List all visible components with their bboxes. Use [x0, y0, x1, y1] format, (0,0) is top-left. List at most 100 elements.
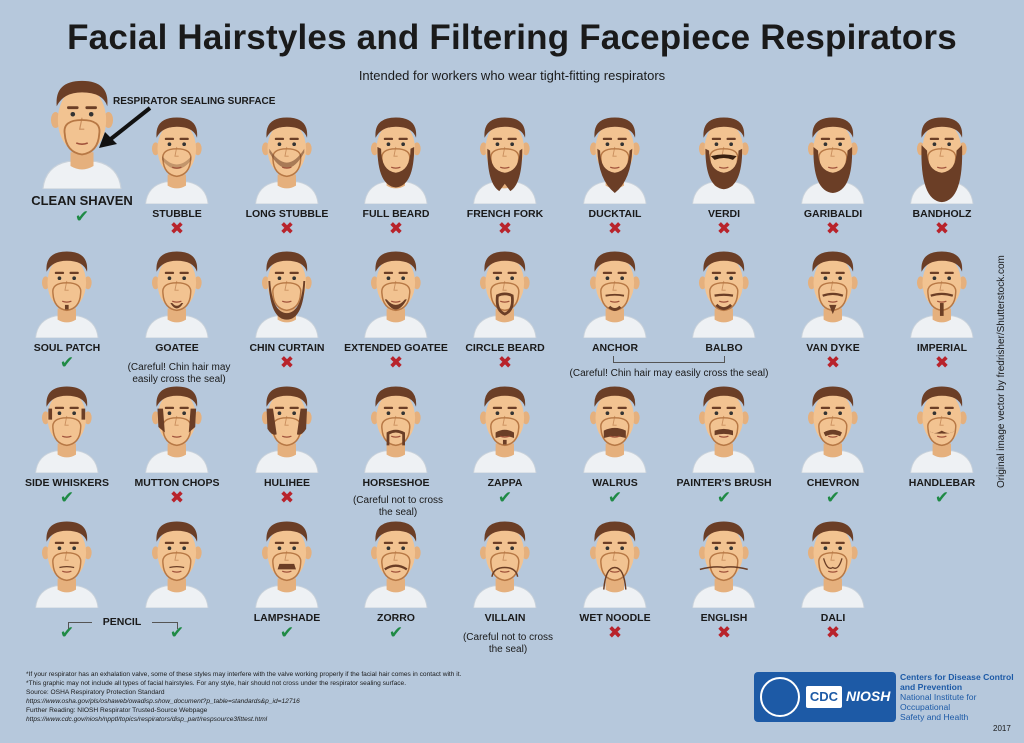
cross-icon: ✖	[279, 488, 295, 507]
cross-icon: ✖	[497, 219, 513, 238]
horseshoe-note: (Careful not to cross the seal)	[352, 495, 444, 518]
face-illustration-icon	[692, 386, 756, 473]
hairstyle-label: HORSESHOE	[362, 477, 430, 489]
cross-icon: ✖	[169, 219, 185, 238]
agency-line-1: Centers for Disease Control	[900, 672, 1014, 682]
hairstyle-pencil-2: ✔	[122, 516, 232, 642]
page-title: Facial Hairstyles and Filtering Facepiec…	[67, 18, 957, 57]
face-illustration-icon	[692, 117, 756, 204]
agency-name: Centers for Disease Control and Preventi…	[900, 672, 1020, 722]
footnote-niosh-link[interactable]: https://www.cdc.gov/niosh/npptl/topics/r…	[26, 716, 268, 723]
hairstyle-label: ANCHOR	[591, 342, 639, 354]
face-illustration-icon	[473, 251, 537, 338]
face-illustration-icon	[145, 117, 209, 204]
face-illustration-icon	[473, 117, 537, 204]
face-illustration-icon	[364, 521, 428, 608]
niosh-logo: NIOSH	[846, 688, 891, 704]
cross-icon: ✖	[825, 219, 841, 238]
hairstyle-label: ENGLISH	[700, 612, 748, 624]
face-illustration-icon	[35, 386, 99, 473]
cross-icon: ✖	[934, 219, 950, 238]
footnote-scope: *This graphic may not include all types …	[26, 680, 407, 687]
hairstyle-label: IMPERIAL	[916, 342, 968, 354]
check-icon: ✔	[388, 623, 404, 642]
face-illustration-icon	[255, 386, 319, 473]
hairstyle-hulihee: HULIHEE ✖	[232, 381, 342, 507]
hairstyle-french-fork: FRENCH FORK ✖	[450, 112, 560, 238]
hairstyle-side-whiskers: SIDE WHISKERS ✔	[12, 381, 122, 507]
hairstyle-dali: DALI ✖	[778, 516, 888, 642]
check-icon: ✔	[607, 488, 623, 507]
hairstyle-walrus: WALRUS ✔	[560, 381, 670, 507]
hairstyle-label: CLEAN SHAVEN	[31, 193, 133, 208]
anchor-balbo-bracket	[613, 356, 725, 363]
hairstyle-label: CHIN CURTAIN	[249, 342, 325, 354]
face-illustration-icon	[801, 251, 865, 338]
face-illustration-icon	[473, 386, 537, 473]
hairstyle-label: DUCKTAIL	[588, 208, 642, 220]
hairstyle-label: VAN DYKE	[806, 342, 860, 354]
face-illustration-icon	[583, 521, 647, 608]
hairstyle-label: EXTENDED GOATEE	[344, 342, 448, 354]
cdc-logo: CDC	[806, 686, 842, 708]
check-icon: ✔	[497, 488, 513, 507]
cross-icon: ✖	[607, 623, 623, 642]
hairstyle-handlebar: HANDLEBAR ✔	[887, 381, 997, 507]
hairstyle-clean-shaven: CLEAN SHAVEN ✔	[22, 74, 142, 226]
hairstyle-painter-s-brush: PAINTER'S BRUSH ✔	[669, 381, 779, 507]
face-illustration-icon	[801, 386, 865, 473]
face-illustration-icon	[255, 251, 319, 338]
hairstyle-stubble: STUBBLE ✖	[122, 112, 232, 238]
hairstyle-label: HULIHEE	[263, 477, 311, 489]
hairstyle-villain: VILLAIN	[450, 516, 560, 624]
hairstyle-label: SOUL PATCH	[33, 342, 101, 354]
face-illustration-icon	[583, 251, 647, 338]
hairstyle-long-stubble: LONG STUBBLE ✖	[232, 112, 342, 238]
hairstyle-label: DALI	[820, 612, 846, 624]
hairstyle-garibaldi: GARIBALDI ✖	[778, 112, 888, 238]
hairstyle-label: VILLAIN	[484, 612, 526, 624]
year: 2017	[993, 724, 1011, 733]
hairstyle-zappa: ZAPPA ✔	[450, 381, 560, 507]
cross-icon: ✖	[388, 219, 404, 238]
agency-line-2: and Prevention	[900, 682, 963, 692]
check-icon: ✔	[59, 623, 75, 642]
cross-icon: ✖	[716, 219, 732, 238]
cdc-niosh-logo: CDC NIOSH	[754, 672, 896, 722]
cross-icon: ✖	[169, 488, 185, 507]
hairstyle-label: WET NOODLE	[579, 612, 651, 624]
hairstyle-chin-curtain: CHIN CURTAIN ✖	[232, 246, 342, 372]
villain-note: (Careful not to cross the seal)	[462, 632, 554, 655]
goatee-note: (Careful! Chin hair may easily cross the…	[127, 362, 231, 385]
face-illustration-icon	[364, 386, 428, 473]
face-illustration-icon	[42, 80, 122, 189]
check-icon: ✔	[59, 488, 75, 507]
footnote-osha-link[interactable]: https://www.osha.gov/pls/oshaweb/owadisp…	[26, 698, 300, 705]
face-illustration-icon	[692, 251, 756, 338]
hairstyle-imperial: IMPERIAL ✖	[887, 246, 997, 372]
face-illustration-icon	[910, 251, 974, 338]
face-illustration-icon	[910, 117, 974, 204]
agency-line-4: Safety and Health	[900, 712, 969, 722]
cross-icon: ✖	[497, 353, 513, 372]
face-illustration-icon	[145, 251, 209, 338]
hairstyle-label: CHEVRON	[806, 477, 860, 489]
seal-label: RESPIRATOR SEALING SURFACE	[113, 96, 276, 107]
face-illustration-icon	[583, 117, 647, 204]
check-icon: ✔	[716, 488, 732, 507]
face-illustration-icon	[255, 521, 319, 608]
cross-icon: ✖	[825, 623, 841, 642]
hhs-seal-icon	[760, 677, 800, 717]
hairstyle-label: SIDE WHISKERS	[24, 477, 109, 489]
hairstyle-van-dyke: VAN DYKE ✖	[778, 246, 888, 372]
cross-icon: ✖	[716, 623, 732, 642]
hairstyle-label: ZORRO	[377, 612, 415, 624]
face-illustration-icon	[145, 386, 209, 473]
image-credit: Original image vector by fredrisher/Shut…	[996, 255, 1007, 488]
hairstyle-mutton-chops: MUTTON CHOPS ✖	[122, 381, 232, 507]
hairstyle-full-beard: FULL BEARD ✖	[341, 112, 451, 238]
hairstyle-ducktail: DUCKTAIL ✖	[560, 112, 670, 238]
check-icon: ✔	[279, 623, 295, 642]
face-illustration-icon	[255, 117, 319, 204]
footnote-further-reading: Further Reading: NIOSH Respirator Truste…	[26, 707, 208, 714]
